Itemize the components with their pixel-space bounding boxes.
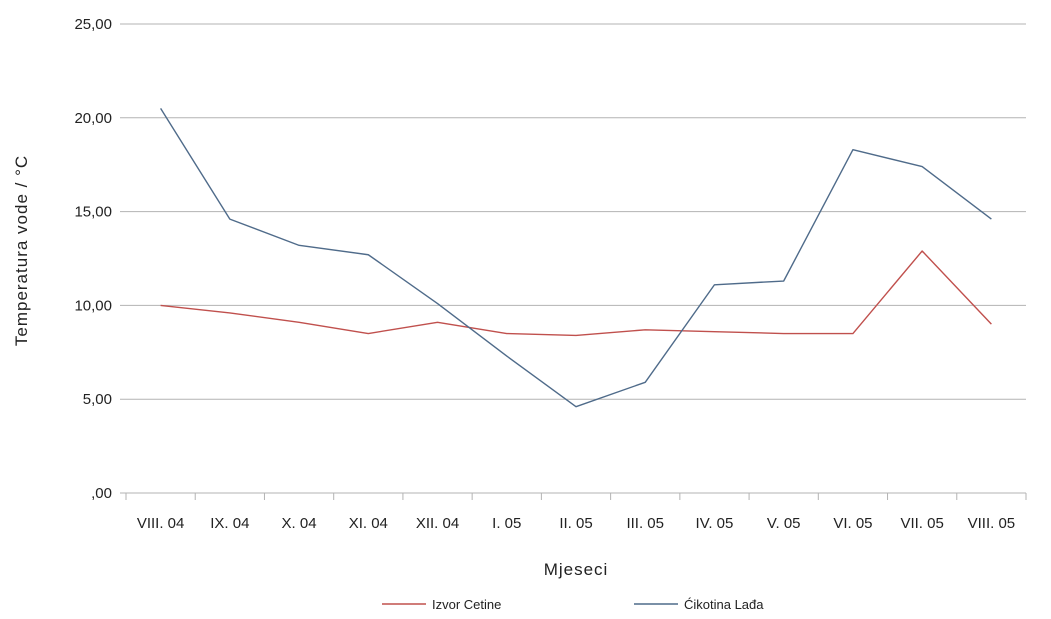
y-tick-label: 15,00: [74, 204, 112, 221]
x-tick-label: VIII. 05: [968, 515, 1016, 532]
y-tick-label: 5,00: [83, 391, 112, 408]
legend: Izvor Cetine Ćikotina Lađa: [382, 597, 764, 612]
y-tick-label: ,00: [91, 485, 112, 502]
x-tick-label: X. 04: [282, 515, 317, 532]
gridlines: [120, 23, 1026, 494]
legend-label: Izvor Cetine: [432, 597, 501, 612]
x-axis-title: Mjeseci: [544, 560, 609, 579]
y-tick-label: 20,00: [74, 110, 112, 127]
x-tick-label: VI. 05: [833, 515, 872, 532]
x-axis: [125, 492, 1027, 500]
x-tick-label: II. 05: [559, 515, 592, 532]
legend-label: Ćikotina Lađa: [684, 597, 764, 612]
series-line-1: [160, 250, 992, 337]
y-tick-label: 25,00: [74, 16, 112, 33]
x-tick-label: I. 05: [492, 515, 521, 532]
y-tick-label: 10,00: [74, 297, 112, 314]
x-tick-label: V. 05: [767, 515, 801, 532]
x-tick-label: XI. 04: [349, 515, 388, 532]
series-line-2: [160, 108, 992, 408]
x-tick-label: IV. 05: [696, 515, 734, 532]
x-tick-label: XII. 04: [416, 515, 459, 532]
x-tick-label: IX. 04: [210, 515, 249, 532]
x-tick-label: VIII. 04: [137, 515, 185, 532]
x-tick-label: III. 05: [626, 515, 664, 532]
series-lines: [160, 108, 992, 408]
x-tick-labels: VIII. 04 IX. 04 X. 04 XI. 04 XII. 04 I. 05 II.…: [137, 515, 1015, 532]
y-axis-title: Temperatura vode / °C: [12, 155, 31, 346]
x-tick-label: VII. 05: [900, 515, 943, 532]
y-tick-labels: 25,00 20,00 15,00 10,00 5,00 ,00: [74, 16, 112, 502]
